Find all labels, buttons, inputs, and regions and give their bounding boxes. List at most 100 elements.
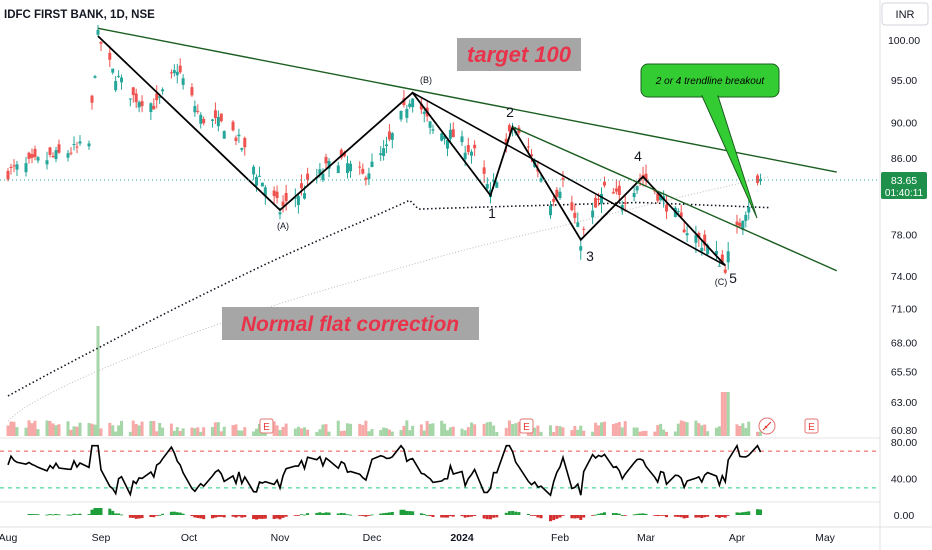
correction-label: Normal flat correction xyxy=(241,313,459,336)
earnings-marker[interactable]: E xyxy=(519,418,534,434)
candle xyxy=(78,135,82,146)
volume-bar xyxy=(504,427,508,436)
macd-bar xyxy=(231,515,235,517)
macd-bar xyxy=(114,513,118,515)
volume-bar xyxy=(735,424,739,436)
macd-bar xyxy=(243,515,247,518)
macd-bar xyxy=(517,512,521,515)
candle xyxy=(466,137,470,156)
currency-button[interactable] xyxy=(881,2,929,26)
macd-bar xyxy=(190,515,194,517)
macd-bar xyxy=(536,515,540,518)
volume-bar xyxy=(638,431,642,436)
candle xyxy=(131,87,135,103)
time-tick-label: Oct xyxy=(181,532,197,544)
macd-bar xyxy=(272,515,276,519)
wave-lines xyxy=(97,27,838,272)
macd-bar xyxy=(726,515,730,516)
volume-bar xyxy=(169,423,173,436)
candle xyxy=(390,132,394,149)
macd-bar xyxy=(36,514,40,516)
candle xyxy=(222,130,226,139)
volume-bar xyxy=(539,431,543,436)
candle xyxy=(255,174,259,192)
candle xyxy=(275,185,279,204)
macd-bar xyxy=(706,515,710,517)
candle xyxy=(735,214,739,234)
candle xyxy=(257,166,261,177)
macd-bar xyxy=(561,515,565,516)
macd-bar xyxy=(108,508,112,515)
volume-bar xyxy=(448,427,452,436)
macd-bar xyxy=(216,515,220,517)
candle xyxy=(576,212,580,228)
volume-bar xyxy=(339,430,343,436)
macd-bar xyxy=(591,515,595,516)
volume-bar xyxy=(210,426,214,436)
candle xyxy=(665,195,669,220)
macd-bar xyxy=(131,515,135,518)
dividend-marker[interactable] xyxy=(758,417,776,435)
macd-bar xyxy=(714,515,718,517)
candle xyxy=(594,195,598,208)
macd-bar xyxy=(48,514,52,515)
earnings-marker[interactable]: E xyxy=(259,418,274,434)
volume-bar xyxy=(140,421,144,436)
candle xyxy=(260,182,264,187)
time-tick-label: Apr xyxy=(729,532,746,544)
candle xyxy=(72,136,76,151)
volume-bar xyxy=(190,427,194,436)
macd-bar xyxy=(158,514,162,516)
macd-bar xyxy=(155,515,159,516)
volume-bar xyxy=(463,430,467,436)
volume-bar xyxy=(495,431,499,436)
volume-bar xyxy=(511,424,515,436)
macd-bar xyxy=(339,512,343,515)
candle xyxy=(656,192,660,204)
candle xyxy=(219,113,223,123)
candle xyxy=(175,63,179,84)
macd-bar xyxy=(411,511,415,515)
candle xyxy=(555,187,559,200)
macd-bar xyxy=(445,515,449,518)
candle xyxy=(213,102,217,125)
volume-bar xyxy=(318,429,322,436)
price-tick-label: 74.00 xyxy=(891,271,917,283)
volume-bar xyxy=(611,423,615,436)
macd-bar xyxy=(199,515,203,519)
volume-bar xyxy=(473,424,477,436)
volume-bar xyxy=(482,423,486,436)
volume-bar xyxy=(694,420,698,436)
price-tick-label: 71.00 xyxy=(891,303,917,315)
macd-bar xyxy=(324,512,328,515)
macd-bar xyxy=(694,515,698,518)
macd-bar xyxy=(514,511,518,515)
volume-bar xyxy=(582,430,586,436)
candle xyxy=(682,222,686,234)
volume-bar xyxy=(428,423,432,436)
candle xyxy=(36,155,40,164)
candle xyxy=(361,163,365,175)
rsi-axis-label: 40.00 xyxy=(891,474,917,486)
volume-bar xyxy=(172,430,176,436)
earnings-marker[interactable]: E xyxy=(804,418,819,434)
candle xyxy=(216,110,220,132)
macd-bar xyxy=(428,515,432,516)
macd-bar xyxy=(117,513,121,515)
macd-bar xyxy=(463,515,467,518)
volume-bar xyxy=(137,425,141,436)
volume-bar xyxy=(635,427,639,436)
volume-bar xyxy=(602,421,606,436)
macd-bar xyxy=(741,512,745,515)
candle xyxy=(134,88,138,108)
volume-bar xyxy=(717,426,721,436)
candle xyxy=(336,161,340,174)
elliott-wave-path xyxy=(97,35,726,267)
time-tick-label: Aug xyxy=(0,532,17,544)
breakout-callout[interactable]: 2 or 4 trendline breakout xyxy=(640,63,780,219)
macd-bar xyxy=(260,515,264,519)
breakout-callout-text: 2 or 4 trendline breakout xyxy=(655,76,766,87)
candle xyxy=(370,153,374,168)
volume-bar xyxy=(120,420,124,436)
